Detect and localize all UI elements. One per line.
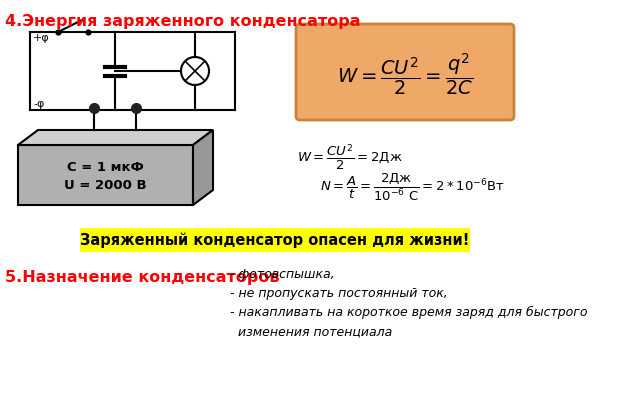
Text: $W = \dfrac{CU^2}{2} = \dfrac{q^2}{2C}$: $W = \dfrac{CU^2}{2} = \dfrac{q^2}{2C}$: [337, 51, 473, 97]
Text: Заряженный конденсатор опасен для жизни!: Заряженный конденсатор опасен для жизни!: [80, 232, 470, 248]
Polygon shape: [18, 130, 213, 145]
Text: +φ: +φ: [33, 33, 50, 43]
Polygon shape: [193, 130, 213, 205]
Text: изменения потенциала: изменения потенциала: [230, 325, 392, 338]
Text: 5.Назначение конденсаторов: 5.Назначение конденсаторов: [5, 270, 279, 285]
Text: $N = \dfrac{A}{t} = \dfrac{2\text{Дж}}{10^{-6}\text{ С}} = 2 * 10^{-6}\text{Вт}$: $N = \dfrac{A}{t} = \dfrac{2\text{Дж}}{1…: [320, 172, 505, 203]
Text: U = 2000 В: U = 2000 В: [64, 179, 147, 192]
Text: - фотовспышка,: - фотовспышка,: [230, 268, 335, 281]
Text: - накапливать на короткое время заряд для быстрого: - накапливать на короткое время заряд дл…: [230, 306, 587, 319]
Text: -φ: -φ: [33, 99, 44, 109]
Bar: [18, 145, 193, 205]
Text: $W = \dfrac{CU^2}{2} = 2\text{Дж}$: $W = \dfrac{CU^2}{2} = 2\text{Дж}$: [297, 142, 403, 172]
Text: - не пропускать постоянный ток,: - не пропускать постоянный ток,: [230, 287, 448, 300]
Text: С = 1 мкФ: С = 1 мкФ: [67, 161, 144, 174]
Text: 4.Энергия заряженного конденсатора: 4.Энергия заряженного конденсатора: [5, 14, 361, 29]
Bar: [80, 228, 470, 252]
FancyBboxPatch shape: [296, 24, 514, 120]
